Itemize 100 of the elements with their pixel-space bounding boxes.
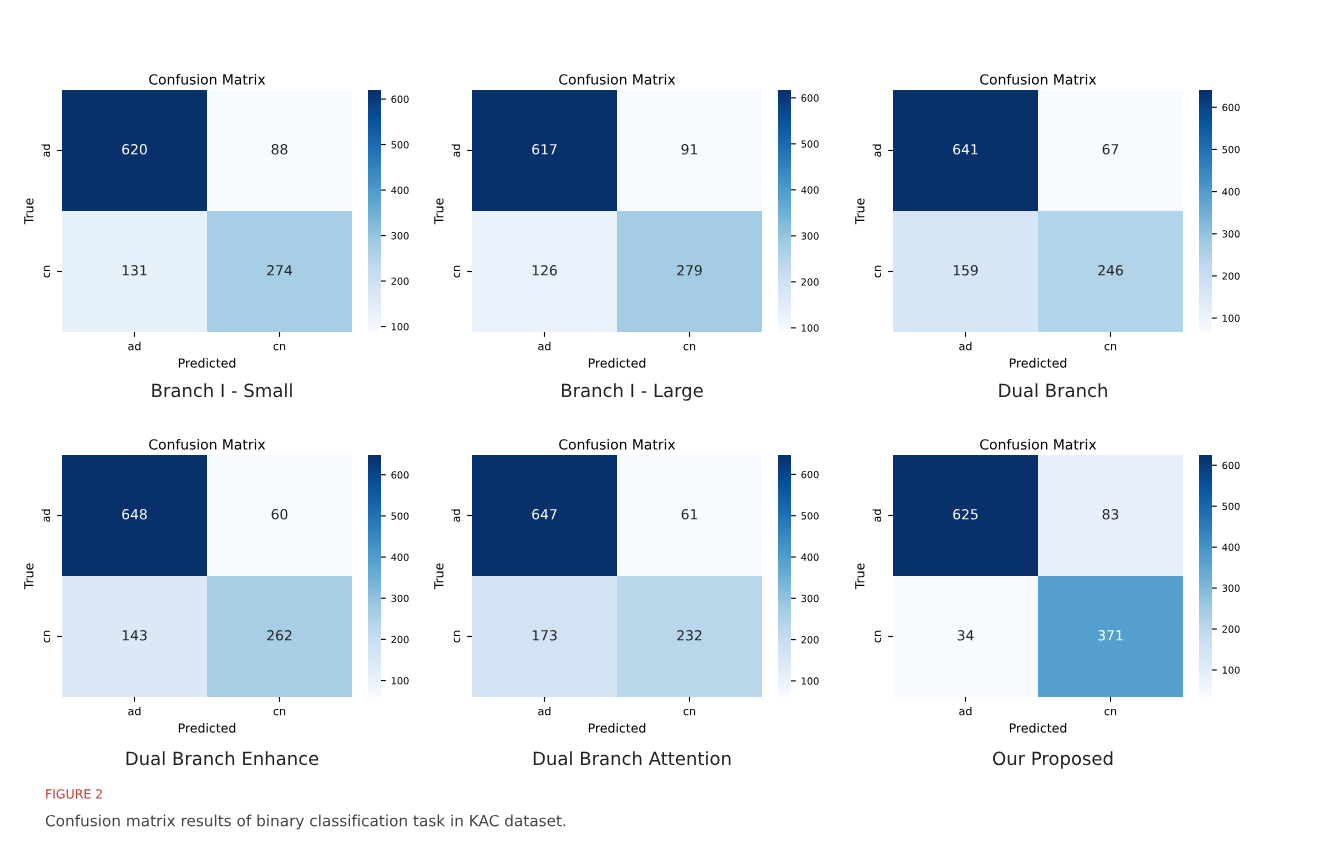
- color-bar-label: 600: [391, 471, 409, 479]
- color-bar-label: 500: [391, 512, 409, 520]
- y-tick-label: ad: [41, 509, 51, 522]
- color-bar-label: 500: [801, 140, 819, 148]
- color-bar-label: 400: [391, 553, 409, 561]
- data-label: 625: [953, 509, 978, 520]
- chart-title: Confusion Matrix: [149, 73, 266, 85]
- text: Dual Branch Attention: [533, 751, 731, 766]
- color-bar-label: 400: [391, 186, 409, 194]
- y-axis-title: True: [855, 198, 865, 225]
- x-tick-label: ad: [538, 706, 551, 716]
- color-bar-label: 600: [801, 470, 819, 479]
- color-bar-label: 100: [391, 323, 409, 331]
- color-bar-label: 600: [801, 94, 819, 102]
- color-bar-label: 100: [391, 677, 409, 685]
- x-tick-label: cn: [1104, 708, 1117, 716]
- y-axis-title: True: [24, 198, 34, 225]
- data-label: 131: [122, 265, 147, 276]
- data-label: 67: [1102, 144, 1119, 155]
- data-label: 61: [681, 509, 698, 520]
- data-label: 34: [957, 630, 974, 641]
- data-label: 279: [677, 265, 702, 276]
- y-axis-title: True: [24, 563, 34, 590]
- color-bar-label: 300: [391, 594, 409, 603]
- x-tick-label: cn: [1104, 343, 1117, 351]
- text: Confusion matrix results of binary classification task in KAC dataset.: [45, 814, 566, 830]
- y-tick-label: cn: [43, 630, 51, 643]
- data-label: 159: [953, 265, 978, 276]
- data-label: 143: [122, 630, 147, 641]
- x-tick-label: ad: [128, 341, 141, 351]
- color-bar-label: 400: [801, 186, 819, 194]
- data-label: 262: [267, 630, 292, 641]
- x-axis-title: Predicted: [178, 723, 236, 733]
- x-tick-label: ad: [959, 706, 972, 716]
- data-label: 246: [1098, 265, 1123, 276]
- y-tick-label: cn: [874, 265, 882, 278]
- y-tick-label: cn: [453, 265, 461, 278]
- y-axis-title: True: [855, 563, 865, 590]
- chart-title: Confusion Matrix: [559, 73, 676, 85]
- x-axis-title: Predicted: [588, 723, 646, 733]
- color-bar-label: 200: [1222, 272, 1240, 280]
- data-label: 647: [532, 509, 557, 520]
- color-bar-label: 100: [1222, 666, 1240, 674]
- text: Our Proposed: [993, 751, 1113, 769]
- color-bar-label: 200: [391, 277, 409, 285]
- y-tick-label: ad: [451, 509, 461, 522]
- x-axis-title: Predicted: [588, 358, 646, 368]
- x-tick-label: cn: [273, 708, 286, 716]
- y-axis-title: True: [434, 198, 444, 225]
- data-label: 60: [271, 509, 288, 520]
- x-tick-label: ad: [538, 341, 551, 351]
- color-bar-label: 400: [801, 553, 819, 561]
- data-label: 83: [1102, 509, 1119, 520]
- y-tick-label: cn: [43, 265, 51, 278]
- x-axis-title: Predicted: [1009, 723, 1067, 733]
- chart-title: Confusion Matrix: [980, 73, 1097, 85]
- y-tick-label: ad: [451, 144, 461, 157]
- color-bar-label: 600: [1222, 461, 1240, 470]
- x-tick-label: ad: [959, 341, 972, 351]
- color-bar-label: 300: [801, 594, 819, 603]
- x-tick-label: ad: [128, 706, 141, 716]
- color-bar-label: 400: [1222, 543, 1240, 551]
- data-label: 371: [1098, 630, 1123, 641]
- y-axis-title: True: [434, 563, 444, 590]
- chart-title: Confusion Matrix: [980, 438, 1097, 450]
- chart-title: Confusion Matrix: [559, 438, 676, 450]
- color-bar-label: 600: [1222, 103, 1240, 112]
- caption: FIGURE 2: [46, 789, 102, 799]
- data-label: 126: [532, 265, 557, 276]
- data-label: 620: [122, 144, 147, 155]
- y-tick-label: cn: [453, 630, 461, 643]
- color-bar-label: 100: [801, 324, 819, 332]
- data-label: 617: [532, 144, 557, 155]
- text: Dual Branch: [999, 383, 1107, 398]
- color-bar-label: 300: [391, 232, 409, 240]
- text: Branch I - Large: [562, 383, 703, 401]
- color-bar-label: 300: [801, 232, 819, 240]
- data-label: 274: [267, 265, 292, 276]
- y-tick-label: cn: [874, 630, 882, 643]
- data-label: 88: [271, 144, 288, 155]
- color-bar-label: 100: [1222, 314, 1240, 322]
- color-bar-label: 300: [1222, 584, 1240, 592]
- y-tick-label: ad: [41, 144, 51, 157]
- y-tick-label: ad: [872, 509, 882, 522]
- data-label: 641: [953, 144, 978, 155]
- color-bar-label: 200: [1222, 625, 1240, 633]
- color-bar-label: 500: [801, 512, 819, 520]
- color-bar-label: 500: [1222, 502, 1240, 511]
- chart-title: Confusion Matrix: [149, 438, 266, 450]
- text: Dual Branch Enhance: [126, 751, 319, 766]
- y-tick-label: ad: [872, 144, 882, 157]
- text: Branch I - Small: [152, 383, 292, 398]
- color-bar-label: 500: [391, 141, 409, 149]
- color-bar-label: 100: [801, 677, 819, 685]
- color-bar-label: 600: [391, 95, 409, 103]
- color-bar-label: 200: [801, 636, 819, 644]
- color-bar-label: 200: [801, 278, 819, 286]
- x-axis-title: Predicted: [178, 358, 236, 368]
- data-label: 91: [681, 144, 698, 155]
- x-tick-label: cn: [683, 708, 696, 716]
